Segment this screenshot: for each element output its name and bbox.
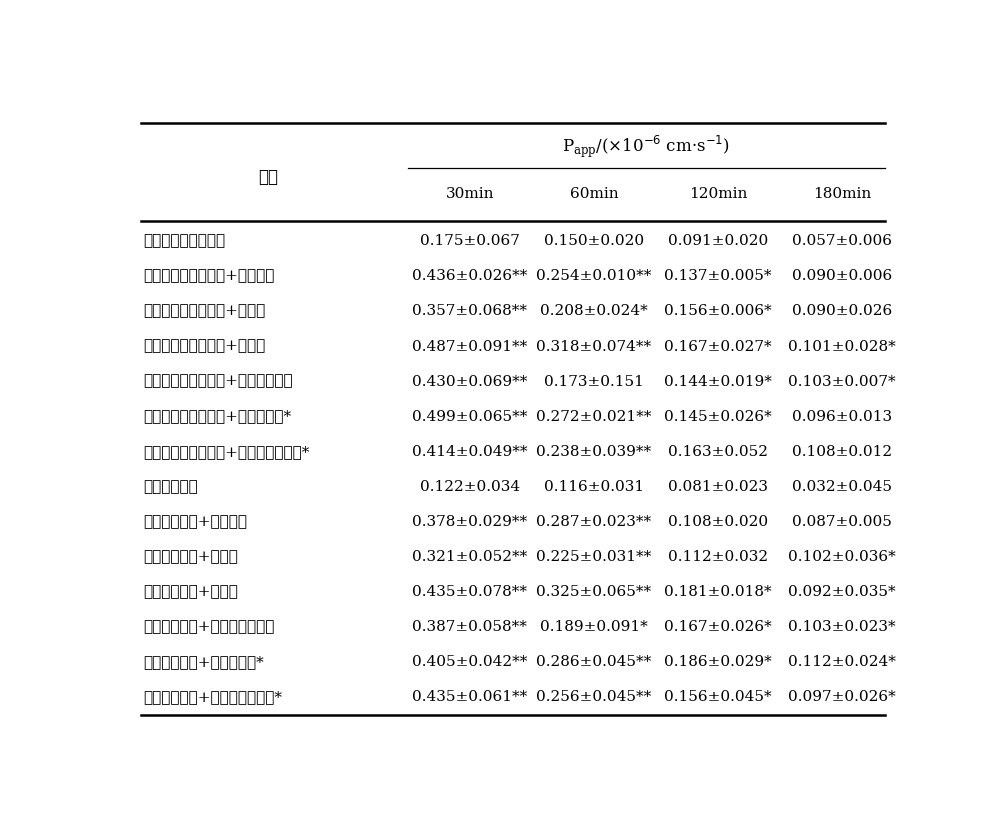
Text: 0.112±0.032: 0.112±0.032 <box>668 550 768 564</box>
Text: 120min: 120min <box>689 186 747 201</box>
Text: 0.103±0.023*: 0.103±0.023* <box>788 620 896 634</box>
Text: 碚代銀耳多糖+十二烷基硫酸钙*: 碚代銀耳多糖+十二烷基硫酸钙* <box>144 690 283 704</box>
Text: 0.378±0.029**: 0.378±0.029** <box>412 515 527 529</box>
Text: 0.081±0.023: 0.081±0.023 <box>668 480 768 493</box>
Text: 0.435±0.078**: 0.435±0.078** <box>412 585 527 599</box>
Text: P$_{\mathregular{app}}$/(×10$^{-6}$ cm·s$^{-1}$): P$_{\mathregular{app}}$/(×10$^{-6}$ cm·s… <box>562 134 730 160</box>
Text: 0.092±0.035*: 0.092±0.035* <box>788 585 896 599</box>
Text: 碚代安络小皮伞多糖+色氨酸: 碚代安络小皮伞多糖+色氨酸 <box>144 305 266 319</box>
Text: 0.145±0.026*: 0.145±0.026* <box>664 409 772 424</box>
Text: 0.150±0.020: 0.150±0.020 <box>544 234 644 248</box>
Text: 0.272±0.021**: 0.272±0.021** <box>536 409 652 424</box>
Text: 0.238±0.039**: 0.238±0.039** <box>536 444 651 458</box>
Text: 碚代安络小皮伞多糖+黄芉苷: 碚代安络小皮伞多糖+黄芉苷 <box>144 340 266 354</box>
Text: 碚代銀耳多糖+牛磺胆酸钙*: 碚代銀耳多糖+牛磺胆酸钙* <box>144 655 264 669</box>
Text: 0.325±0.065**: 0.325±0.065** <box>536 585 651 599</box>
Text: 0.090±0.026: 0.090±0.026 <box>792 305 892 319</box>
Text: 0.173±0.151: 0.173±0.151 <box>544 374 644 389</box>
Text: 0.116±0.031: 0.116±0.031 <box>544 480 644 493</box>
Text: 0.091±0.020: 0.091±0.020 <box>668 234 768 248</box>
Text: 0.144±0.019*: 0.144±0.019* <box>664 374 772 389</box>
Text: 0.167±0.027*: 0.167±0.027* <box>664 340 772 354</box>
Text: 0.057±0.006: 0.057±0.006 <box>792 234 892 248</box>
Text: 0.318±0.074**: 0.318±0.074** <box>536 340 651 354</box>
Text: 碚代安络小皮伞多糖: 碚代安络小皮伞多糖 <box>144 234 226 248</box>
Text: 碚代安络小皮伞多糖+牛磺胆酸钙*: 碚代安络小皮伞多糖+牛磺胆酸钙* <box>144 409 292 424</box>
Text: 0.499±0.065**: 0.499±0.065** <box>412 409 528 424</box>
Text: 0.256±0.045**: 0.256±0.045** <box>536 690 652 704</box>
Text: 碚代銀耳多糖+苯丙氨酸: 碚代銀耳多糖+苯丙氨酸 <box>144 515 248 529</box>
Text: 0.097±0.026*: 0.097±0.026* <box>788 690 896 704</box>
Text: 0.405±0.042**: 0.405±0.042** <box>412 655 528 669</box>
Text: 0.096±0.013: 0.096±0.013 <box>792 409 892 424</box>
Text: 0.090±0.006: 0.090±0.006 <box>792 270 892 283</box>
Text: 0.103±0.007*: 0.103±0.007* <box>788 374 896 389</box>
Text: 0.208±0.024*: 0.208±0.024* <box>540 305 648 319</box>
Text: 30min: 30min <box>446 186 494 201</box>
Text: 0.108±0.012: 0.108±0.012 <box>792 444 892 458</box>
Text: 碚代安络小皮伞多糖+苯丙氨酸: 碚代安络小皮伞多糖+苯丙氨酸 <box>144 270 275 283</box>
Text: 0.156±0.045*: 0.156±0.045* <box>664 690 772 704</box>
Text: 0.487±0.091**: 0.487±0.091** <box>412 340 528 354</box>
Text: 0.137±0.005*: 0.137±0.005* <box>664 270 772 283</box>
Text: 0.321±0.052**: 0.321±0.052** <box>412 550 528 564</box>
Text: 0.414±0.049**: 0.414±0.049** <box>412 444 528 458</box>
Text: 0.163±0.052: 0.163±0.052 <box>668 444 768 458</box>
Text: 碚代安络小皮伞多糖+十二烷基硫酸钙*: 碚代安络小皮伞多糖+十二烷基硫酸钙* <box>144 444 310 458</box>
Text: 0.189±0.091*: 0.189±0.091* <box>540 620 648 634</box>
Text: 0.387±0.058**: 0.387±0.058** <box>412 620 527 634</box>
Text: 0.101±0.028*: 0.101±0.028* <box>788 340 896 354</box>
Text: 0.186±0.029*: 0.186±0.029* <box>664 655 772 669</box>
Text: 0.254±0.010**: 0.254±0.010** <box>536 270 652 283</box>
Text: 0.102±0.036*: 0.102±0.036* <box>788 550 896 564</box>
Text: 碚代銀耳多糖: 碚代銀耳多糖 <box>144 480 198 493</box>
Text: 0.181±0.018*: 0.181±0.018* <box>664 585 772 599</box>
Text: 0.225±0.031**: 0.225±0.031** <box>536 550 652 564</box>
Text: 0.112±0.024*: 0.112±0.024* <box>788 655 896 669</box>
Text: 碚代銀耳多糖+人参茎叶总皂苷: 碚代銀耳多糖+人参茎叶总皂苷 <box>144 620 275 634</box>
Text: 0.436±0.026**: 0.436±0.026** <box>412 270 528 283</box>
Text: 0.430±0.069**: 0.430±0.069** <box>412 374 528 389</box>
Text: 0.122±0.034: 0.122±0.034 <box>420 480 520 493</box>
Text: 0.087±0.005: 0.087±0.005 <box>792 515 892 529</box>
Text: 0.286±0.045**: 0.286±0.045** <box>536 655 652 669</box>
Text: 0.287±0.023**: 0.287±0.023** <box>536 515 651 529</box>
Text: 180min: 180min <box>813 186 871 201</box>
Text: 碚代銀耳多糖+黄芉苷: 碚代銀耳多糖+黄芉苷 <box>144 585 238 599</box>
Text: 0.032±0.045: 0.032±0.045 <box>792 480 892 493</box>
Text: 0.435±0.061**: 0.435±0.061** <box>412 690 528 704</box>
Text: 0.357±0.068**: 0.357±0.068** <box>412 305 527 319</box>
Text: 60min: 60min <box>570 186 618 201</box>
Text: 0.156±0.006*: 0.156±0.006* <box>664 305 772 319</box>
Text: 0.175±0.067: 0.175±0.067 <box>420 234 520 248</box>
Text: 碚代安络小皮伞多糖+人参茎叶皂苷: 碚代安络小皮伞多糖+人参茎叶皂苷 <box>144 374 293 389</box>
Text: 组别: 组别 <box>258 169 278 185</box>
Text: 0.108±0.020: 0.108±0.020 <box>668 515 768 529</box>
Text: 0.167±0.026*: 0.167±0.026* <box>664 620 772 634</box>
Text: 碚代銀耳多糖+色氨酸: 碚代銀耳多糖+色氨酸 <box>144 550 238 564</box>
